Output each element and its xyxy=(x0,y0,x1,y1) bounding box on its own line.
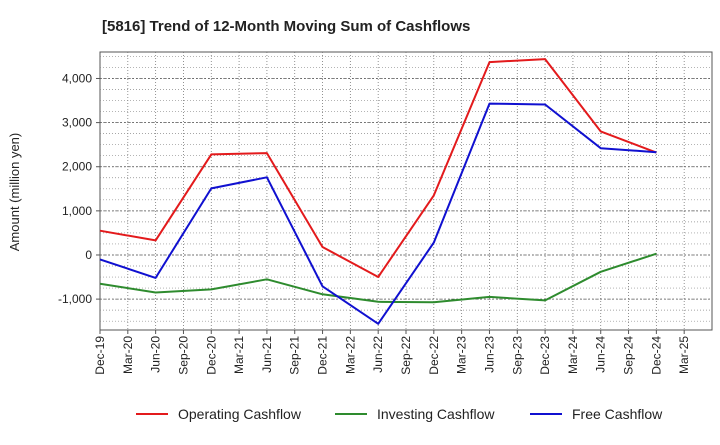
legend-label-free-cashflow: Free Cashflow xyxy=(572,406,663,422)
legend: Operating Cashflow Investing Cashflow Free… xyxy=(136,406,663,422)
series-lines xyxy=(99,58,657,325)
x-tick-label: Mar-25 xyxy=(677,336,691,374)
series-line-investing-cashflow xyxy=(99,252,657,304)
x-tick-label: Mar-24 xyxy=(566,336,580,374)
x-tick-label: Mar-22 xyxy=(343,336,357,374)
y-tick-labels: -1,000 0 1,000 2,000 3,000 4,000 xyxy=(58,71,100,306)
x-tick-label: Sep-23 xyxy=(510,336,524,375)
x-tick-label: Dec-20 xyxy=(204,336,218,375)
series-line-free-cashflow xyxy=(99,102,657,325)
legend-label-investing-cashflow: Investing Cashflow xyxy=(377,406,495,422)
x-tick-label: Mar-21 xyxy=(232,336,246,374)
chart-title: [5816] Trend of 12-Month Moving Sum of C… xyxy=(102,18,470,35)
y-tick-label: 4,000 xyxy=(62,71,92,85)
x-tick-label: Dec-22 xyxy=(427,336,441,375)
x-tick-labels: Dec-19 Mar-20 Jun-20 Sep-20 Dec-20 Mar-21 Jun-… xyxy=(93,330,691,375)
x-tick-label: Jun-24 xyxy=(594,336,608,373)
y-tick-label: 1,000 xyxy=(62,204,92,218)
x-tick-label: Sep-20 xyxy=(176,336,190,375)
y-axis-label: Amount (million yen) xyxy=(7,133,22,252)
x-tick-label: Mar-23 xyxy=(455,336,469,374)
y-tick-label: -1,000 xyxy=(58,292,92,306)
x-tick-label: Mar-20 xyxy=(121,336,135,374)
x-tick-label: Dec-24 xyxy=(649,336,663,375)
x-tick-label: Sep-21 xyxy=(288,336,302,375)
x-tick-label: Jun-20 xyxy=(149,336,163,373)
x-tick-label: Dec-19 xyxy=(93,336,107,375)
x-tick-label: Sep-22 xyxy=(399,336,413,375)
x-tick-label: Jun-23 xyxy=(482,336,496,373)
x-tick-label: Sep-24 xyxy=(622,336,636,375)
legend-label-operating-cashflow: Operating Cashflow xyxy=(178,406,302,422)
x-tick-label: Dec-23 xyxy=(538,336,552,375)
y-tick-label: 2,000 xyxy=(62,160,92,174)
y-tick-label: 3,000 xyxy=(62,116,92,130)
x-tick-label: Jun-21 xyxy=(260,336,274,373)
series-line-operating-cashflow xyxy=(99,58,657,278)
y-tick-label: 0 xyxy=(85,248,92,262)
x-tick-label: Dec-21 xyxy=(316,336,330,375)
x-tick-label: Jun-22 xyxy=(371,336,385,373)
grid xyxy=(100,52,712,330)
